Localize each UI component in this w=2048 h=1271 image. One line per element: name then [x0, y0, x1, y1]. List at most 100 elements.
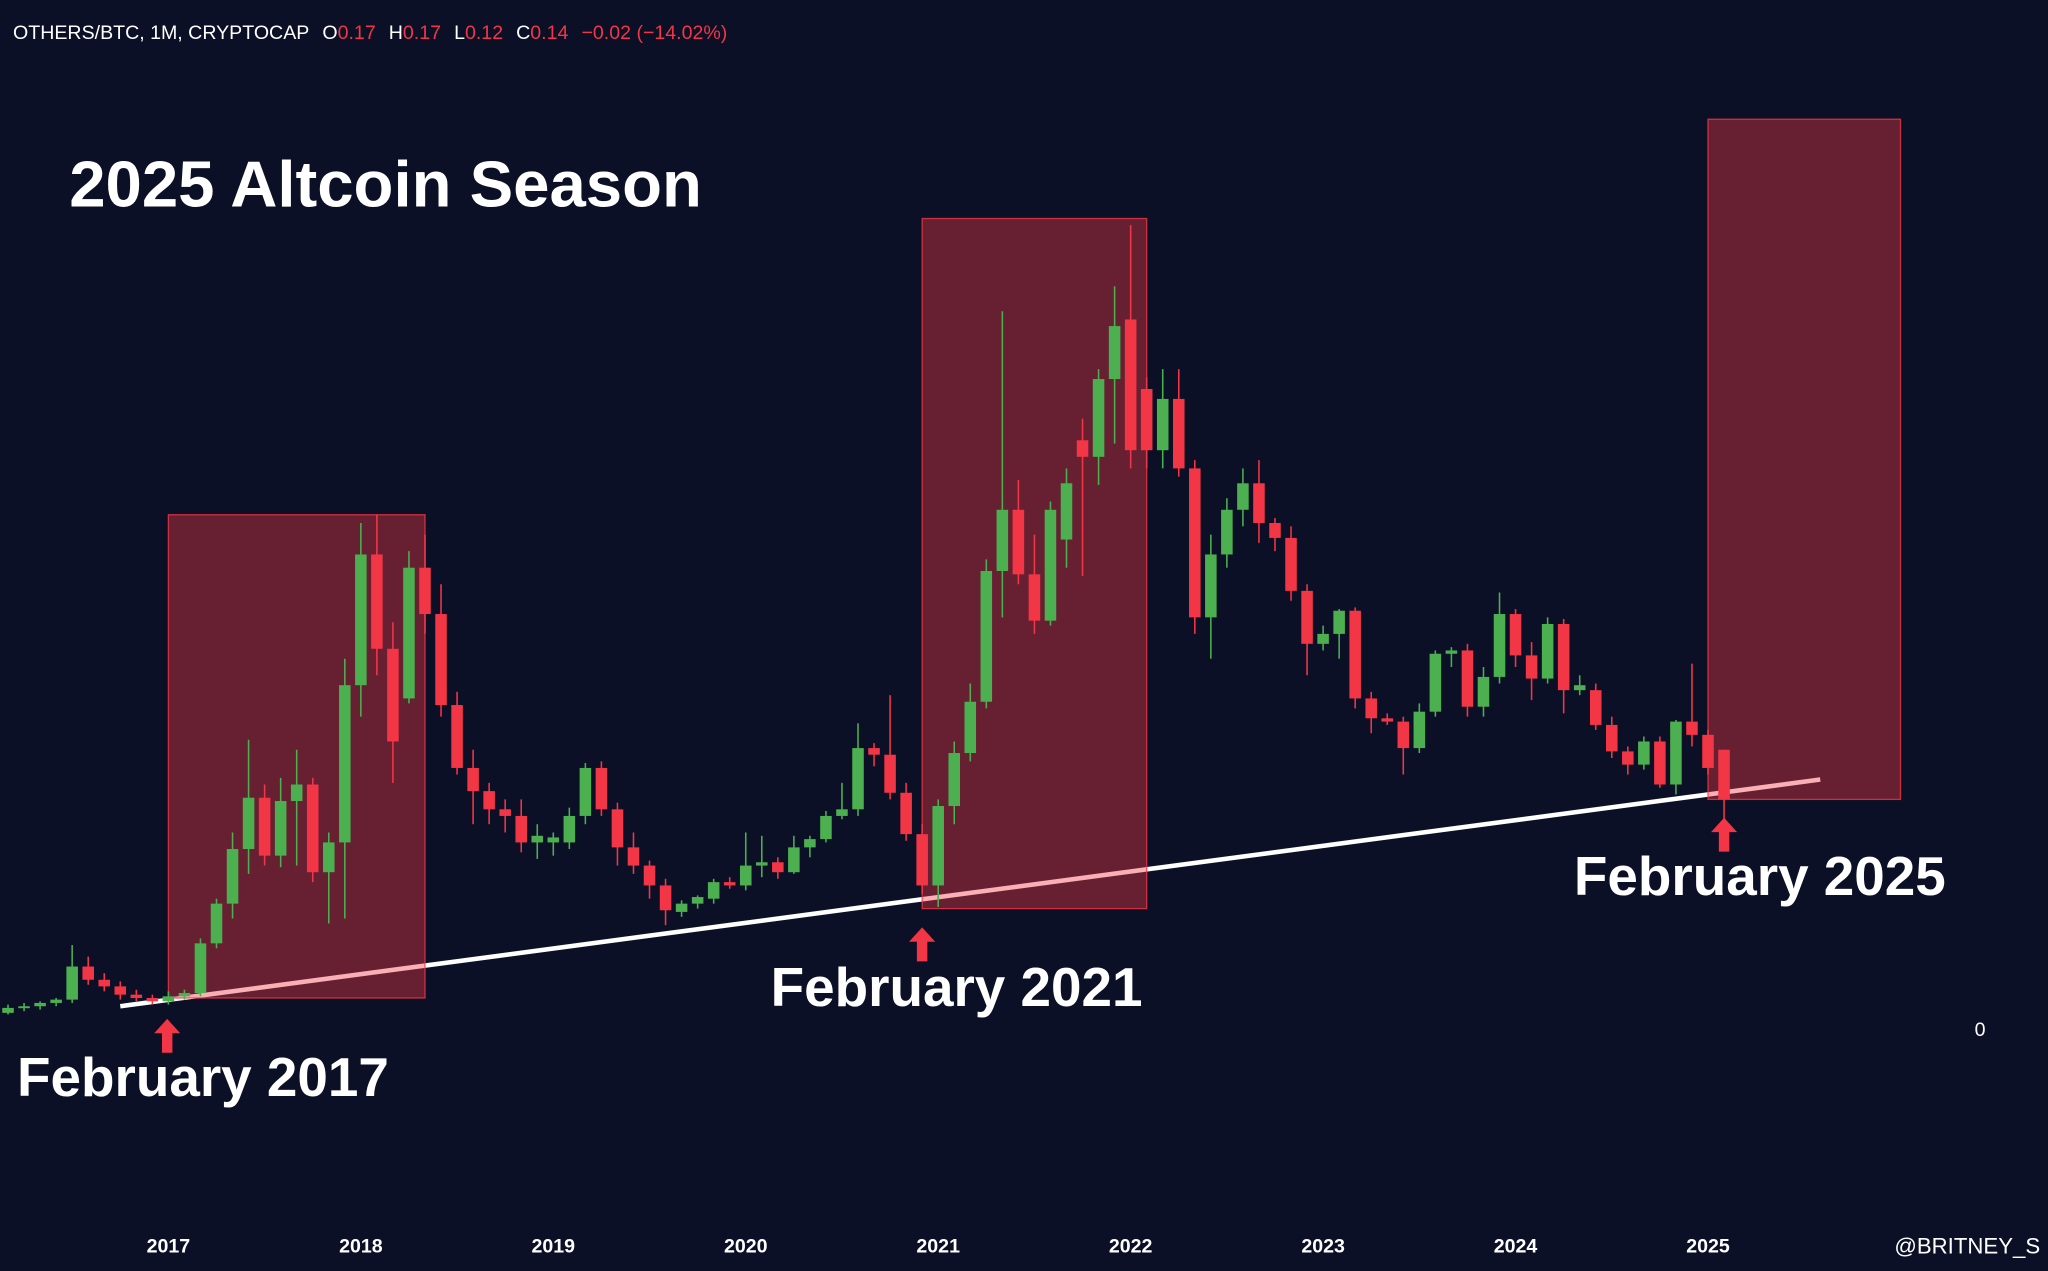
- plot: 0: [2, 118, 1986, 1041]
- x-tick-label: 2017: [147, 1236, 191, 1258]
- x-tick-label: 2025: [1686, 1236, 1730, 1258]
- candle-body: [996, 509, 1009, 572]
- watermark: @BRITNEY_S: [1894, 1233, 2040, 1258]
- candle-body: [1028, 574, 1041, 621]
- candle-body: [322, 842, 335, 873]
- candle-body: [1124, 319, 1137, 451]
- candle-body: [1140, 388, 1153, 451]
- candle-body: [1718, 749, 1730, 800]
- candle-body: [836, 809, 848, 816]
- candle-body: [1509, 614, 1522, 656]
- candle-body: [178, 993, 191, 997]
- candle-body: [1397, 721, 1410, 749]
- change: −0.02 (−14.02%): [581, 22, 727, 44]
- legend-label: H: [389, 22, 403, 44]
- chart-title: 2025 Altcoin Season: [69, 148, 702, 221]
- x-tick-label: 2022: [1109, 1236, 1153, 1258]
- candle-body: [1413, 711, 1426, 749]
- candle-body: [1205, 554, 1217, 618]
- candle-body: [1044, 509, 1057, 621]
- candle-body: [852, 748, 864, 810]
- candle-body: [643, 865, 656, 886]
- candle-body: [1189, 468, 1201, 618]
- candle-body: [788, 847, 800, 873]
- candle-body: [1654, 741, 1666, 785]
- candle-body: [98, 979, 111, 987]
- highlight-box: [1707, 118, 1902, 801]
- candle-body: [1477, 676, 1490, 707]
- annotation: February 2025: [1574, 845, 1946, 907]
- candle-body: [210, 903, 223, 944]
- candle-body: [627, 847, 640, 866]
- trendline: [119, 777, 1821, 1009]
- candle-body: [114, 986, 127, 995]
- candle-body: [306, 784, 319, 873]
- candle-body: [1076, 440, 1089, 457]
- candle-body: [772, 862, 784, 873]
- candle-body: [1493, 614, 1506, 677]
- candle-body: [1253, 483, 1265, 524]
- candle-body: [1156, 398, 1169, 451]
- candle-body: [804, 839, 816, 848]
- candle-body: [1221, 509, 1233, 555]
- candle-body: [162, 996, 175, 1002]
- candle-body: [339, 685, 351, 843]
- candle-body: [1429, 653, 1442, 712]
- legend-value: 0.17: [403, 22, 441, 44]
- candle-body: [18, 1006, 30, 1009]
- candle-body: [1445, 650, 1458, 654]
- candle-body: [1670, 721, 1682, 785]
- x-tick-label: 2024: [1494, 1236, 1538, 1258]
- candle-body: [1301, 590, 1313, 644]
- x-tick-label: 2019: [532, 1236, 576, 1258]
- candle-body: [290, 784, 303, 802]
- candle-body: [499, 809, 511, 816]
- candle-body: [1461, 650, 1474, 707]
- candle-body: [916, 834, 928, 886]
- candle-body: [1525, 655, 1538, 679]
- candle-body: [1381, 718, 1394, 722]
- candle-body: [130, 994, 143, 998]
- chart-header: OTHERS/BTC, 1M, CRYPTOCAP O0.17 H0.17 L0.12…: [13, 22, 727, 44]
- arrow: [154, 1018, 181, 1053]
- legend-value: 0.12: [465, 22, 503, 44]
- candle-body: [579, 767, 592, 816]
- candle-body: [1365, 698, 1377, 719]
- candle-body: [932, 806, 944, 886]
- candle-body: [1589, 690, 1602, 725]
- candle-body: [515, 815, 527, 843]
- candle-body: [258, 797, 271, 856]
- candle-body: [691, 897, 704, 904]
- candle-body: [66, 966, 78, 1000]
- candle-body: [50, 999, 62, 1003]
- y-tick-label: 0: [1975, 1019, 1986, 1041]
- candle-body: [595, 767, 608, 810]
- candle-body: [948, 753, 961, 807]
- candle-body: [531, 835, 544, 843]
- candle-body: [34, 1002, 46, 1007]
- candle-body: [226, 849, 239, 904]
- candle-body: [1606, 724, 1618, 752]
- candle-body: [547, 837, 560, 843]
- candle-body: [707, 882, 720, 899]
- x-tick-label: 2023: [1301, 1236, 1345, 1258]
- candle-body: [1541, 623, 1554, 679]
- candle-body: [739, 865, 752, 886]
- candle-body: [274, 801, 287, 856]
- arrow: [1711, 817, 1738, 852]
- legend-label: O: [322, 22, 337, 44]
- x-tick-label: 2020: [724, 1236, 768, 1258]
- candle-body: [387, 648, 399, 742]
- candle-body: [1702, 734, 1714, 768]
- candle-body: [146, 997, 159, 1002]
- candle-body: [820, 815, 832, 840]
- candle-body: [1638, 741, 1650, 765]
- candle-body: [980, 571, 993, 702]
- candle-body: [868, 748, 880, 755]
- candle-body: [82, 966, 94, 980]
- candle-body: [1012, 509, 1025, 575]
- candle-body: [1622, 751, 1634, 765]
- candle-body: [1285, 537, 1297, 591]
